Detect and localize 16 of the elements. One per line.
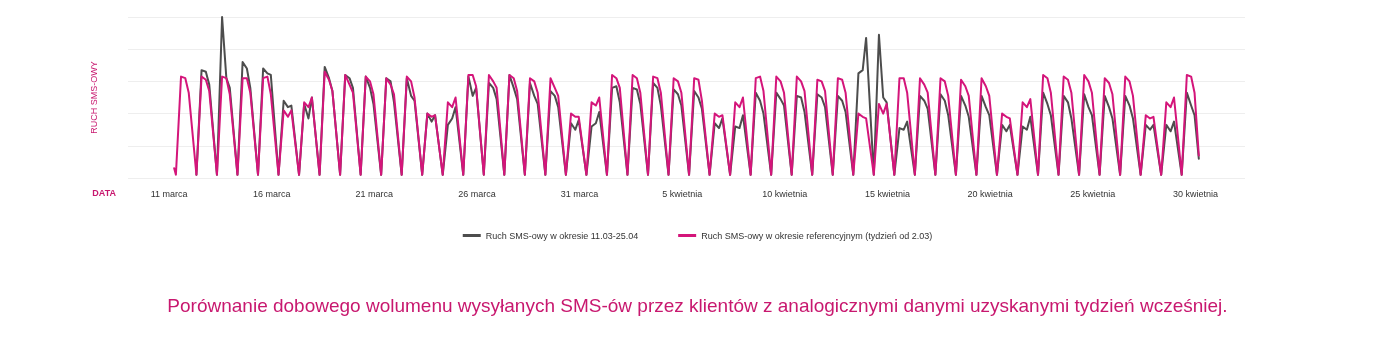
x-tick-label: 5 kwietnia [662, 188, 703, 199]
legend-label: Ruch SMS-owy w okresie 11.03-25.04 [485, 230, 639, 241]
x-tick-label: 15 kwietnia [864, 188, 911, 199]
x-tick-label: 20 kwietnia [967, 188, 1013, 199]
x-axis-title: DATA [92, 187, 117, 198]
x-tick-label: 16 marca [252, 188, 291, 199]
x-tick-label: 11 marca [150, 188, 188, 199]
x-tick-label: 10 kwietnia [762, 188, 808, 199]
x-tick-label: 30 kwietnia [1172, 188, 1218, 199]
x-tick-label: 26 marca [458, 188, 496, 199]
x-tick-label: 21 marca [355, 188, 394, 199]
x-tick-label: 31 marca [560, 188, 599, 199]
legend-label: Ruch SMS-owy w okresie referencyjnym (tydzień od 2.03) [701, 230, 933, 241]
text: Porównanie dobowego wolumenu wysyłanych SMS-ów przez klientów z analogicznymi danymi uzyskanymi tydzień wcześniej. [166, 295, 1229, 317]
y-axis-title: RUCH SMS-OWY [88, 61, 99, 134]
x-tick-label: 25 kwietnia [1070, 188, 1116, 199]
